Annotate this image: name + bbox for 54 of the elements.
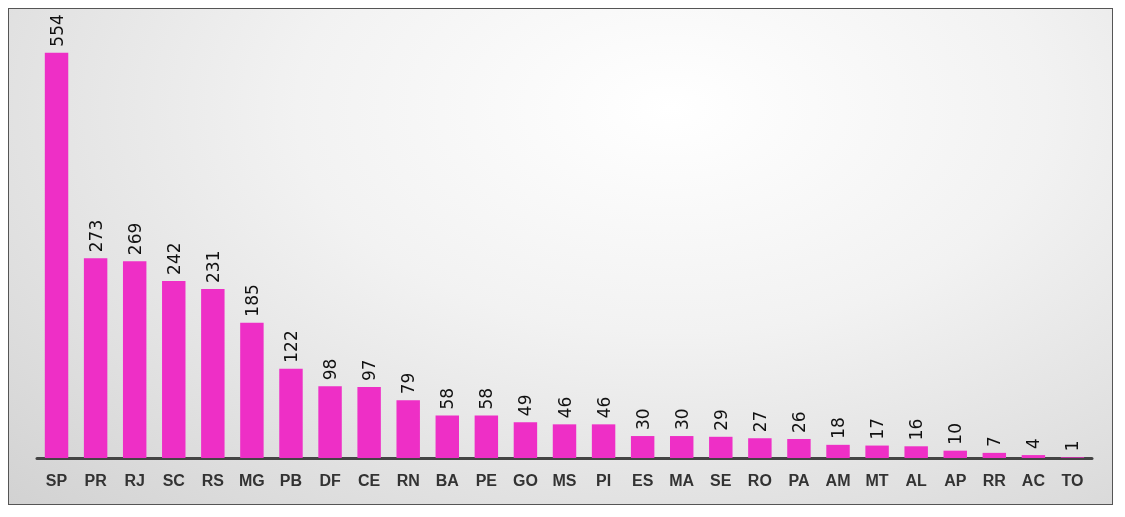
- data-label: 17: [867, 417, 888, 440]
- data-label: 30: [671, 408, 692, 431]
- x-tick-label: MT: [865, 471, 889, 489]
- data-label: 185: [241, 284, 262, 317]
- data-label: 58: [437, 387, 458, 410]
- x-tick-label: PA: [788, 471, 810, 489]
- x-tick-label: SE: [710, 471, 732, 489]
- x-tick-label: RJ: [124, 471, 145, 489]
- x-tick-label: PB: [279, 471, 303, 489]
- x-tick-label: AP: [944, 471, 967, 489]
- x-tick-label: MS: [552, 471, 577, 489]
- x-tick-label: RN: [396, 471, 420, 489]
- data-label: 29: [710, 409, 731, 431]
- data-label: 30: [632, 408, 653, 431]
- x-tick-label: AC: [1021, 471, 1046, 489]
- data-label: 58: [476, 387, 497, 410]
- data-label: 231: [202, 250, 223, 283]
- data-label: 49: [515, 394, 536, 417]
- x-tick-label: SP: [45, 471, 68, 489]
- data-label: 554: [46, 14, 67, 47]
- x-tick-label: GO: [512, 471, 538, 489]
- data-label: 4: [1023, 438, 1044, 450]
- data-label: 18: [828, 417, 849, 439]
- data-label: 10: [945, 423, 966, 445]
- data-label: 1: [1062, 440, 1083, 452]
- x-tick-label: CE: [358, 471, 381, 489]
- data-label: 242: [163, 242, 184, 275]
- data-label: 79: [398, 372, 419, 395]
- data-label: 7: [984, 436, 1005, 447]
- data-label: 46: [554, 396, 575, 419]
- data-label: 26: [788, 411, 809, 433]
- data-label: 97: [359, 359, 380, 382]
- data-label: 98: [320, 358, 341, 381]
- x-tick-label: RR: [982, 471, 1007, 489]
- x-tick-label: PE: [475, 471, 498, 489]
- data-label: 273: [85, 219, 106, 253]
- data-label: 16: [906, 418, 927, 441]
- x-tick-label: AL: [905, 471, 928, 489]
- x-tick-label: BA: [435, 471, 460, 489]
- x-tick-label: RS: [201, 471, 225, 489]
- x-tick-label: MA: [669, 471, 695, 489]
- data-label: 27: [749, 410, 770, 433]
- x-tick-label: ES: [631, 471, 654, 489]
- x-tick-label: PI: [596, 471, 612, 489]
- data-label: 46: [593, 396, 614, 419]
- x-tick-label: SC: [162, 471, 186, 489]
- x-tick-label: AM: [825, 471, 851, 489]
- x-tick-label: DF: [319, 471, 341, 489]
- data-label: 269: [124, 222, 145, 256]
- x-tick-label: PR: [84, 471, 108, 489]
- x-tick-label: MG: [239, 471, 265, 489]
- data-label: 122: [280, 330, 301, 363]
- x-tick-label: TO: [1061, 471, 1084, 489]
- x-tick-label: RO: [747, 471, 772, 489]
